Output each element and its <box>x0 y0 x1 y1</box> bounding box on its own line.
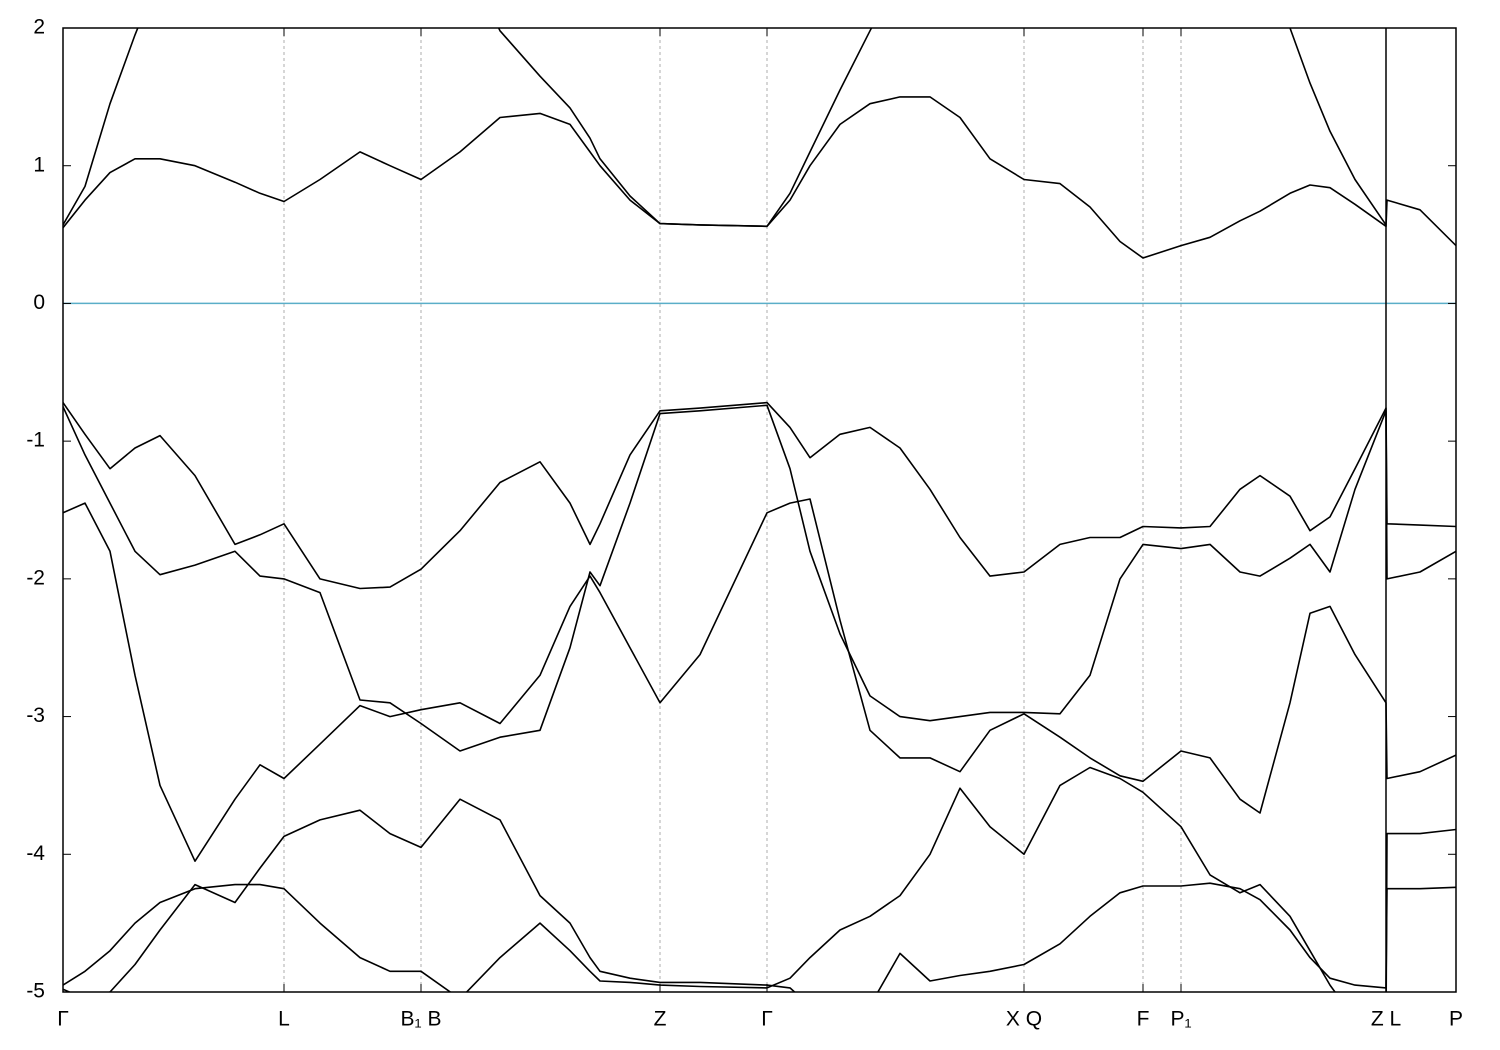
x-tick-label: P <box>1449 1008 1463 1031</box>
band-line <box>63 96 1456 259</box>
y-tick-label: 0 <box>33 291 45 314</box>
band-line <box>63 28 139 226</box>
x-tick-label: Z L <box>1371 1008 1401 1031</box>
y-tick-label: -3 <box>26 704 45 727</box>
x-tick-label: X Q <box>1006 1008 1042 1031</box>
plot-frame <box>62 27 1457 993</box>
band-line <box>63 401 1456 590</box>
y-tick-label: -1 <box>26 429 45 452</box>
y-tick-label: -5 <box>26 980 45 1003</box>
x-tick-label: Γ <box>57 1008 69 1031</box>
x-tick-label: F <box>1137 1008 1150 1031</box>
y-tick-label: -4 <box>26 842 45 865</box>
band-line <box>497 28 873 228</box>
x-tick-label: P₁ <box>1170 1008 1191 1031</box>
y-tick-label: -2 <box>26 566 45 589</box>
band-line <box>63 766 1456 992</box>
x-tick-label: B₁ B <box>401 1008 442 1031</box>
band-line <box>63 498 1456 862</box>
band-line <box>1289 28 1387 226</box>
x-tick-label: Z <box>654 1008 667 1031</box>
band-line <box>63 798 1456 992</box>
plot-area <box>63 28 1456 992</box>
x-tick-label: L <box>278 1008 290 1031</box>
y-tick-label: 2 <box>33 16 45 39</box>
y-tick-label: 1 <box>33 153 45 176</box>
band-line <box>63 404 1456 752</box>
x-tick-label: Γ <box>761 1008 773 1031</box>
